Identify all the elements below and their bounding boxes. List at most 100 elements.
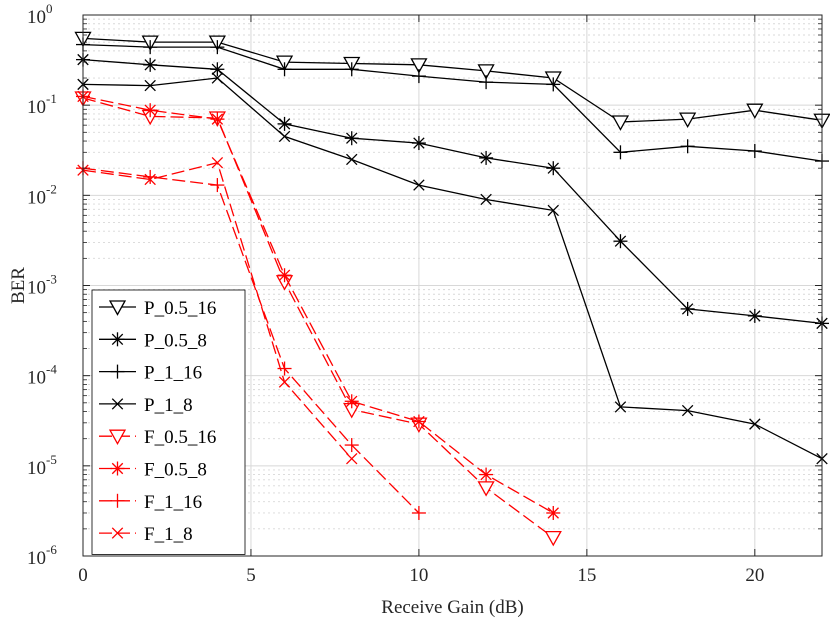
data-point-f-1-8	[144, 173, 156, 186]
data-point-p-1-8-stroke	[681, 404, 694, 417]
series-line-p-0-5-8	[82, 58, 823, 325]
data-point-f-0-5-8-stroke	[346, 395, 358, 407]
legend-entry-p-0-5-16: P_0.5_16	[99, 298, 216, 319]
data-point-p-1-16	[747, 144, 762, 159]
data-point-f-1-16	[210, 178, 225, 193]
legend-marker	[108, 429, 127, 446]
data-point-f-0-5-8-stroke	[211, 113, 224, 125]
series-p-0-5-8	[76, 52, 829, 331]
legend-marker-stroke	[111, 462, 124, 475]
data-point-f-0-5-8	[143, 103, 158, 118]
data-point-p-0-5-8	[613, 234, 628, 249]
data-point-p-0-5-8-stroke	[614, 235, 627, 247]
y-tick-label: 10	[27, 548, 46, 569]
data-point-p-1-8	[681, 404, 694, 417]
data-point-p-0-5-8	[479, 150, 494, 165]
data-point-p-0-5-16-shape	[679, 112, 697, 128]
data-point-p-0-5-8-stroke	[346, 132, 358, 144]
y-tick-exponent: 0	[46, 1, 53, 16]
data-point-f-0-5-16-shape	[544, 530, 562, 547]
legend-entry-f-0-5-8: F_0.5_8	[99, 460, 207, 481]
legend-label: F_0.5_8	[144, 460, 207, 481]
legend-entry-f-1-8: F_1_8	[99, 524, 193, 545]
data-point-p-1-8-stroke	[346, 153, 358, 166]
data-point-p-0-5-8	[277, 116, 292, 131]
legend-label: P_0.5_16	[144, 298, 216, 319]
data-point-p-0-5-16	[746, 103, 764, 120]
data-point-p-1-16	[613, 145, 628, 160]
data-point-p-1-8	[480, 193, 492, 206]
data-point-f-0-5-8-stroke	[413, 415, 425, 428]
y-tick-exponent: -1	[46, 91, 57, 106]
legend-marker-shape	[108, 300, 127, 316]
legend-marker	[110, 364, 125, 379]
x-tick-label: 10	[409, 565, 428, 586]
data-point-p-1-8-stroke	[144, 79, 156, 92]
legend-label: F_0.5_16	[144, 427, 216, 448]
series-p-1-16	[76, 37, 829, 169]
data-point-p-0-5-8	[747, 308, 762, 323]
legend-entry-f-0-5-16: F_0.5_16	[99, 427, 216, 448]
data-point-p-0-5-16	[611, 115, 630, 131]
legend-entry-p-1-16: P_1_16	[99, 363, 202, 384]
legend-entry-f-1-16: F_1_16	[99, 492, 202, 513]
y-tick-exponent: -5	[46, 452, 57, 467]
series-line-f-0-5-8	[82, 95, 554, 514]
legend-label: F_1_16	[144, 492, 202, 513]
data-point-p-1-8	[144, 79, 156, 92]
data-point-p-0-5-8-stroke	[144, 59, 156, 71]
y-tick-label: 10	[27, 97, 46, 118]
data-point-f-1-16	[411, 505, 426, 520]
data-point-f-1-16	[143, 169, 158, 184]
data-point-f-1-8	[278, 376, 291, 388]
data-point-f-1-16	[344, 438, 359, 453]
legend-marker	[108, 300, 127, 316]
series-line-p-1-16	[82, 43, 823, 162]
y-tick-label: 10	[27, 458, 46, 479]
data-point-p-0-5-16-shape	[611, 115, 630, 131]
data-point-p-0-5-8-stroke	[278, 118, 291, 130]
data-point-p-1-8	[346, 153, 358, 166]
legend-label: F_1_8	[144, 524, 193, 545]
data-point-p-0-5-16-shape	[410, 58, 428, 74]
data-point-f-0-5-8	[277, 268, 292, 283]
data-point-f-1-8-stroke	[278, 376, 291, 388]
data-point-p-1-8-stroke	[547, 204, 559, 217]
data-point-p-1-8-stroke	[278, 130, 291, 143]
data-point-p-0-5-8	[143, 57, 158, 72]
data-point-f-0-5-8-stroke	[547, 507, 559, 519]
data-point-p-1-16	[143, 40, 158, 55]
series-line-f-1-16	[82, 167, 420, 514]
data-point-p-0-5-16-shape	[746, 103, 764, 120]
data-point-p-0-5-16	[477, 64, 495, 80]
legend-marker-stroke	[111, 333, 124, 346]
grid	[83, 15, 822, 556]
legend-marker-shape	[108, 429, 127, 446]
data-point-f-0-5-16	[477, 481, 495, 497]
data-point-f-0-5-8	[479, 467, 494, 482]
series-line-p-0-5-16	[82, 37, 823, 123]
x-tick-label: 5	[246, 565, 256, 586]
data-point-f-1-8-stroke	[211, 157, 224, 169]
data-point-p-0-5-8-stroke	[480, 152, 492, 164]
data-point-f-0-5-8-stroke	[144, 104, 156, 116]
data-point-p-1-8-stroke	[614, 401, 627, 413]
legend-marker	[110, 493, 125, 508]
data-point-p-1-16	[411, 69, 426, 84]
y-axis-title: BER	[8, 267, 29, 304]
data-point-p-0-5-8	[411, 136, 426, 151]
series-p-1-8	[77, 72, 828, 465]
legend-label: P_0.5_8	[144, 330, 207, 351]
data-point-p-1-16	[546, 77, 561, 92]
legend-marker	[111, 398, 124, 410]
x-tick-label: 15	[577, 565, 596, 586]
data-point-p-1-8	[278, 130, 291, 143]
x-axis-title: Receive Gain (dB)	[381, 597, 523, 618]
data-point-p-1-16	[479, 75, 494, 90]
data-point-f-0-5-16-shape	[477, 481, 495, 497]
series-line-f-0-5-16	[82, 97, 554, 539]
data-point-p-1-16	[210, 40, 225, 55]
data-point-f-0-5-8-stroke	[278, 269, 291, 281]
